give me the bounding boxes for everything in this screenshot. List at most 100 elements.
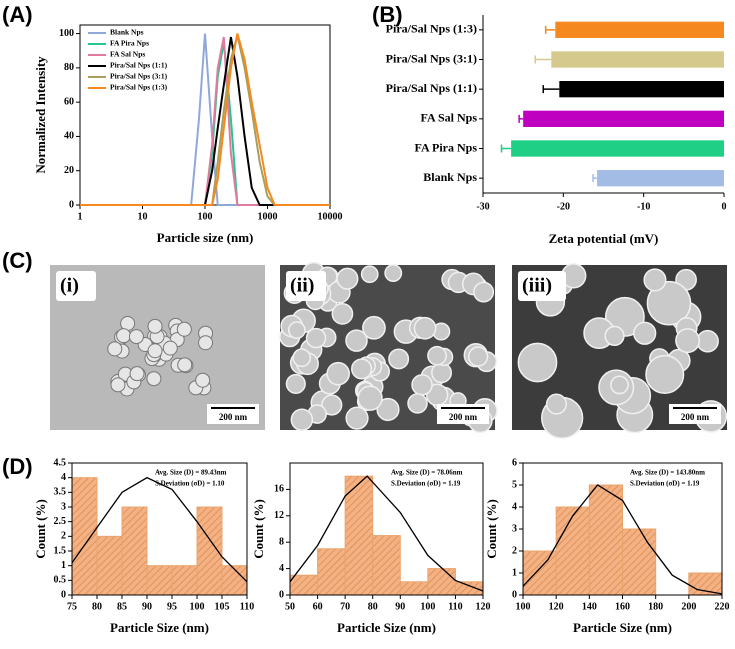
chart: Avg. Size (D) = 143.80nm S.Deviation (σD)… xyxy=(484,457,730,635)
histogram-bar xyxy=(344,475,374,596)
particle xyxy=(195,372,211,388)
y-tick-label: 3 xyxy=(61,501,66,512)
x-axis-title: Zeta potential (mV) xyxy=(549,231,659,246)
x-tick-label: 110 xyxy=(448,601,462,612)
particle xyxy=(336,267,359,290)
particle xyxy=(176,321,192,337)
y-tick-label: 0 xyxy=(279,589,284,600)
y-tick-label: 4 xyxy=(512,501,517,512)
scale-label: 200 nm xyxy=(449,412,478,422)
particle xyxy=(107,341,123,357)
particle xyxy=(473,281,495,303)
panel-label: (A) xyxy=(2,2,33,27)
particle xyxy=(633,321,657,345)
x-tick-label: -10 xyxy=(637,201,650,212)
legend-label: Blank Nps xyxy=(110,28,144,37)
histogram-bar xyxy=(399,581,429,596)
error-bar xyxy=(500,144,512,153)
particle xyxy=(646,280,692,326)
bar xyxy=(511,140,724,157)
histogram-bar xyxy=(622,528,657,596)
x-tick-label: 120 xyxy=(476,601,491,612)
bar xyxy=(523,110,724,127)
histogram-bar xyxy=(289,574,319,596)
particle xyxy=(198,335,214,351)
x-tick-label: 100 xyxy=(420,601,435,612)
legend-label: Pira/Sal Nps (3:1) xyxy=(110,72,168,81)
annotation: Avg. Size (D) = 78.06nm xyxy=(391,469,463,477)
x-tick-label: 80 xyxy=(92,601,102,612)
y-tick-label: 4 xyxy=(61,472,66,483)
x-tick-label: 70 xyxy=(340,601,350,612)
histogram-bar xyxy=(171,565,198,596)
label-bg xyxy=(518,271,566,301)
error-bar xyxy=(592,174,598,183)
histogram-bar xyxy=(372,535,401,596)
chart: 1 10 100 1000 10000 0 20 40 60 80 100 Particle size… xyxy=(33,24,343,245)
fit-curve xyxy=(289,475,484,592)
particle xyxy=(345,329,368,352)
y-tick-label: 6 xyxy=(512,457,517,468)
plot-frame xyxy=(289,462,484,596)
y-tick-label: 8 xyxy=(279,536,284,547)
particle xyxy=(162,340,178,356)
y-axis-title: Normalized Intensity xyxy=(33,56,48,174)
y-tick-label: 1.5 xyxy=(54,545,67,556)
particle xyxy=(147,343,163,359)
annotation: Avg. Size (D) = 89.43nm xyxy=(155,469,227,477)
particle xyxy=(351,358,373,380)
y-tick-label: 3 xyxy=(512,523,517,534)
y-tick-label: 40 xyxy=(64,131,74,142)
x-tick-label: 90 xyxy=(142,601,152,612)
particle xyxy=(285,373,306,394)
x-tick-label: 105 xyxy=(215,601,230,612)
histogram-bar xyxy=(555,506,590,596)
x-tick-label: 0 xyxy=(722,201,727,212)
category-label: FA Pira Nps xyxy=(415,140,478,154)
error-bar xyxy=(544,25,556,34)
chart: Pira/Sal Nps (1:3) Pira/Sal Nps (3:1) Pira… xyxy=(386,15,727,246)
bar xyxy=(555,21,724,38)
x-tick-label: 1 xyxy=(78,211,83,222)
tem-images: (i) 200 nm (ii) 200 nm (iii) 200 nm xyxy=(50,261,728,440)
category-label: Pira/Sal Nps (1:3) xyxy=(386,22,477,36)
histogram-bar xyxy=(71,477,98,596)
histogram-bar xyxy=(96,535,123,596)
histogram-bar xyxy=(146,565,173,596)
fit-curve xyxy=(71,476,248,583)
histogram-bar xyxy=(588,484,623,596)
particle xyxy=(413,316,437,340)
x-tick-label: 50 xyxy=(285,601,295,612)
particle xyxy=(407,393,428,414)
x-tick-label: 95 xyxy=(167,601,177,612)
x-tick-label: 220 xyxy=(715,601,730,612)
x-axis-title: Particle Size (nm) xyxy=(337,620,436,635)
particle xyxy=(290,408,314,432)
particle xyxy=(545,393,567,415)
particle xyxy=(643,268,667,292)
particle xyxy=(384,264,403,282)
panel-label: (C) xyxy=(2,248,33,273)
category-label: FA Sal Nps xyxy=(421,111,478,125)
particle xyxy=(467,346,489,367)
particle xyxy=(110,377,126,393)
particle xyxy=(321,394,343,416)
y-axis-title: Count (%) xyxy=(484,499,499,559)
label-bg xyxy=(56,271,96,301)
data-line xyxy=(80,33,330,206)
legend-label: FA Sal Nps xyxy=(110,50,145,59)
error-bar xyxy=(534,55,552,64)
y-tick-label: 0 xyxy=(69,199,74,210)
x-axis-title: Particle size (nm) xyxy=(157,230,254,245)
particle xyxy=(331,302,354,325)
y-tick-label: 20 xyxy=(64,165,74,176)
x-tick-label: 80 xyxy=(368,601,378,612)
annotation: Avg. Size (D) = 143.80nm xyxy=(630,469,705,477)
x-tick-label: 10000 xyxy=(318,211,343,222)
particle xyxy=(610,375,629,395)
plot-frame xyxy=(71,462,248,596)
histogram-bar xyxy=(427,568,456,596)
particle xyxy=(604,325,625,347)
x-tick-label: 100 xyxy=(516,601,531,612)
x-tick-label: 1000 xyxy=(258,211,278,222)
